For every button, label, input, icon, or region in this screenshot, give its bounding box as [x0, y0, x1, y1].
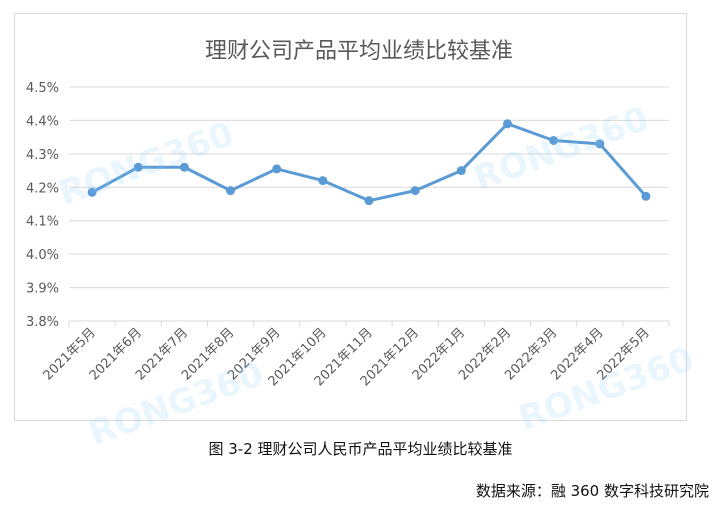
y-tick-label: 3.9%	[26, 282, 59, 297]
data-point	[410, 186, 420, 196]
data-point	[87, 187, 97, 197]
y-tick-label: 4.5%	[26, 81, 59, 96]
data-point	[272, 164, 282, 174]
data-point	[595, 139, 605, 149]
line-chart: 理财公司产品平均业绩比较基准 3.8% 3.9% 4.0% 4.1% 4.2% 4.3% 4.…	[26, 39, 670, 389]
y-tick-label: 4.4%	[26, 114, 59, 129]
series-line	[90, 122, 648, 203]
data-point	[502, 119, 512, 129]
data-source: 数据来源：融 360 数字科技研究院	[475, 482, 709, 500]
y-tick-label: 4.1%	[26, 215, 59, 230]
y-tick-label: 4.0%	[26, 248, 59, 263]
data-point	[133, 162, 143, 172]
figure-caption: 图 3-2 理财公司人民币产品平均业绩比较基准	[208, 440, 513, 458]
chart-frame: 理财公司产品平均业绩比较基准 3.8% 3.9% 4.0% 4.1% 4.2% 4.3% 4.…	[14, 13, 699, 454]
y-tick-label: 4.3%	[26, 148, 59, 163]
data-point	[226, 186, 236, 196]
data-point	[641, 191, 651, 201]
data-point	[318, 176, 328, 186]
y-tick-label: 4.2%	[26, 181, 59, 196]
data-point	[364, 196, 374, 206]
y-tick-label: 3.8%	[26, 315, 59, 330]
data-point	[179, 162, 189, 172]
chart-title: 理财公司产品平均业绩比较基准	[205, 39, 513, 64]
data-point	[549, 135, 559, 145]
data-point	[456, 166, 466, 176]
